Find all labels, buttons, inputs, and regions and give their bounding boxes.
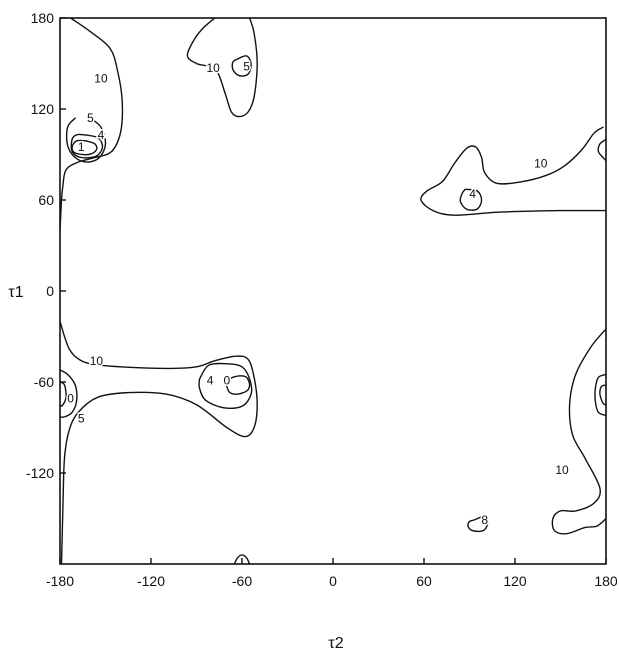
- contour-line-4-7: [459, 188, 483, 211]
- contour-level-label: 5: [87, 111, 94, 125]
- contour-level-label: 0: [223, 373, 230, 387]
- contour-level-label: 10: [94, 72, 108, 86]
- contour-level-label: 8: [481, 513, 488, 527]
- contour-level-label: 10: [90, 354, 104, 368]
- y-tick-label: 180: [31, 10, 55, 26]
- contour-line-4-10: [198, 362, 253, 410]
- contour-line-10-6: [420, 126, 607, 216]
- contour-level-label: 10: [534, 157, 548, 171]
- y-tick-label: 60: [38, 192, 54, 208]
- contour-line-10-8: [597, 138, 607, 162]
- contour-line-0-11: [226, 375, 251, 395]
- contour-level-label: 0: [67, 392, 74, 406]
- x-tick-label: 180: [594, 573, 618, 589]
- contour-level-label: 4: [207, 373, 214, 387]
- contour-line-10-14: [551, 328, 607, 535]
- contour-line-10-4: [186, 17, 258, 118]
- x-tick-label: -60: [232, 573, 252, 589]
- contour-level-label: 5: [78, 411, 85, 425]
- contour-line-5-12: [59, 369, 78, 418]
- contour-level-label: 10: [555, 463, 569, 477]
- x-tick-label: -120: [137, 573, 165, 589]
- y-axis-label: τ1: [8, 284, 23, 301]
- y-tick-label: 120: [31, 101, 55, 117]
- contour-level-label: 10: [207, 61, 221, 75]
- contour-line-0-13: [59, 381, 67, 407]
- plot-frame: [59, 17, 607, 565]
- contour-line-unlabeled-18: [233, 554, 251, 565]
- x-tick-label: 60: [416, 573, 432, 589]
- contour-line-4-2: [70, 133, 104, 159]
- contour-level-label: 4: [98, 128, 105, 142]
- contour-line-8-17: [467, 516, 489, 533]
- contour-line-10-0: [59, 17, 124, 231]
- contour-level-label: 1: [78, 140, 85, 154]
- x-tick-label: 0: [329, 573, 337, 589]
- x-tick-label: -180: [46, 573, 74, 589]
- contour-lines: [59, 17, 607, 565]
- contour-line-1-3: [71, 139, 98, 156]
- contour-line-1-16: [599, 384, 607, 406]
- contour-level-label: 5: [243, 60, 250, 74]
- y-tick-label: 0: [46, 283, 54, 299]
- contour-line-5-5: [231, 55, 252, 77]
- y-tick-label: -60: [34, 374, 54, 390]
- x-tick-label: 120: [503, 573, 527, 589]
- y-tick-label: -120: [26, 465, 54, 481]
- contour-level-label: 4: [469, 187, 476, 201]
- contour-line-4-15: [594, 373, 607, 417]
- x-axis-label: τ2: [328, 635, 343, 652]
- contour-line-5-1: [65, 117, 107, 163]
- contour-line-10-9: [59, 320, 258, 565]
